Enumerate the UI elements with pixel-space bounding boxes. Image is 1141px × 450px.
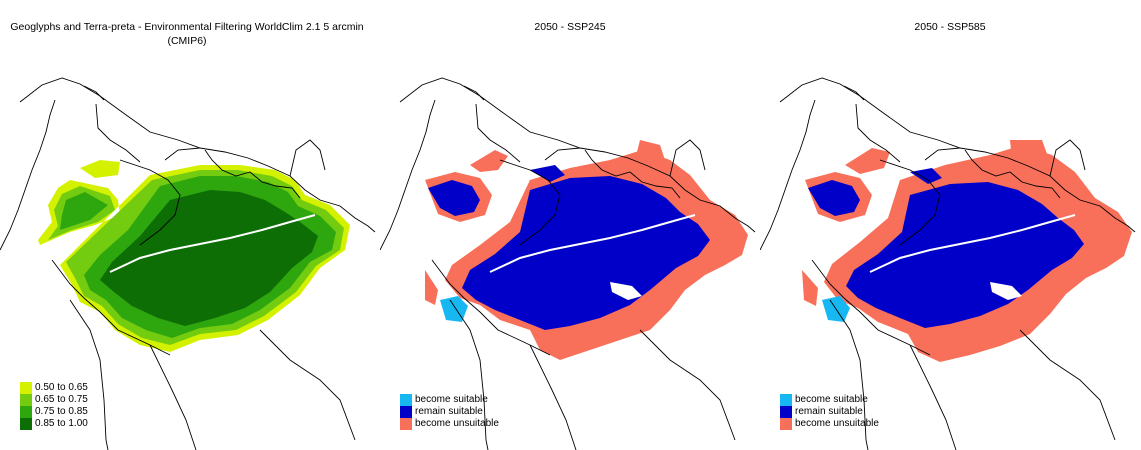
map-panel-ssp585: 2050 - SSP585 become suitable <box>760 0 1141 450</box>
legend-label: become unsuitable <box>415 418 499 429</box>
legend-swatch <box>20 394 32 406</box>
legend-item: 0.65 to 0.75 <box>20 394 88 406</box>
legend-label: become unsuitable <box>795 418 879 429</box>
legend-label: become suitable <box>415 394 488 405</box>
map-legend: become suitable remain suitable become u… <box>400 394 499 430</box>
map-legend: 0.50 to 0.65 0.65 to 0.75 0.75 to 0.85 0… <box>20 382 88 430</box>
legend-label: become suitable <box>795 394 868 405</box>
legend-swatch <box>20 382 32 394</box>
legend-swatch <box>400 394 412 406</box>
legend-label: 0.85 to 1.00 <box>35 418 88 429</box>
panel-title: 2050 - SSP245 <box>534 21 606 33</box>
remain-suitable-area <box>808 168 1084 328</box>
legend-swatch <box>780 406 792 418</box>
remain-suitable-area <box>428 165 710 330</box>
lake-gap <box>990 282 1022 300</box>
legend-item: 0.50 to 0.65 <box>20 382 88 394</box>
legend-item: become unsuitable <box>400 418 499 430</box>
legend-item: 0.85 to 1.00 <box>20 418 88 430</box>
legend-swatch <box>400 406 412 418</box>
legend-item: become suitable <box>400 394 499 406</box>
suitability-map <box>0 77 376 450</box>
river <box>489 214 696 273</box>
suitability-raster <box>38 160 350 352</box>
legend-swatch <box>780 394 792 406</box>
map-panel-current: Geoglyphs and Terra-preta - Environmenta… <box>0 0 380 450</box>
change-raster <box>802 140 1132 362</box>
panel-title: 2050 - SSP585 <box>914 21 986 33</box>
change-map <box>760 77 1136 450</box>
legend-item: remain suitable <box>400 406 499 418</box>
legend-item: become suitable <box>780 394 879 406</box>
legend-item: remain suitable <box>780 406 879 418</box>
lake-gap <box>610 282 642 300</box>
map-legend: become suitable remain suitable become u… <box>780 394 879 430</box>
map-panel-ssp245: 2050 - SSP245 become suitable <box>380 0 760 450</box>
country-borders <box>760 77 1136 450</box>
become-suitable-area <box>440 296 468 322</box>
river <box>109 214 316 273</box>
legend-label: 0.75 to 0.85 <box>35 406 88 417</box>
country-borders <box>380 77 756 450</box>
legend-swatch <box>20 418 32 430</box>
legend-swatch <box>400 418 412 430</box>
legend-label: 0.65 to 0.75 <box>35 394 88 405</box>
change-map <box>380 77 756 450</box>
legend-label: remain suitable <box>415 406 483 417</box>
country-borders <box>0 77 376 450</box>
legend-swatch <box>20 406 32 418</box>
change-raster <box>425 140 748 360</box>
panel-title: Geoglyphs and Terra-preta - Environmenta… <box>10 21 364 47</box>
river <box>869 214 1076 273</box>
legend-item: 0.75 to 0.85 <box>20 406 88 418</box>
legend-item: become unsuitable <box>780 418 879 430</box>
suitability-class-085 <box>100 190 318 326</box>
legend-swatch <box>780 418 792 430</box>
legend-label: 0.50 to 0.65 <box>35 382 88 393</box>
legend-label: remain suitable <box>795 406 863 417</box>
